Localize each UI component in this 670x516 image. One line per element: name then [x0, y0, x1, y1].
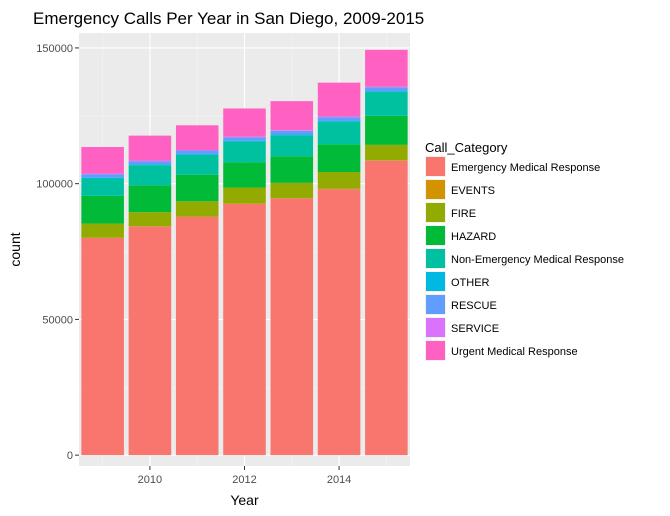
- legend-key: [426, 272, 445, 291]
- bar-segment: [128, 135, 172, 161]
- bar-segment: [317, 82, 361, 117]
- legend-key: [426, 226, 445, 245]
- bar-segment: [365, 91, 408, 92]
- legend-key: [426, 203, 445, 222]
- legend-key: [426, 341, 445, 360]
- bar-segment: [175, 150, 219, 155]
- bar-segment: [128, 165, 172, 186]
- y-axis-title: count: [7, 232, 23, 266]
- legend-label: RESCUE: [451, 300, 497, 312]
- bar-segment: [81, 237, 124, 456]
- bar-segment: [128, 185, 172, 213]
- x-axis-title: Year: [230, 492, 259, 508]
- bar-segment: [270, 130, 314, 135]
- bars: [81, 49, 408, 456]
- bar-segment: [81, 177, 124, 179]
- y-tick-label: 150000: [36, 43, 73, 55]
- x-tick-label: 2010: [138, 474, 162, 486]
- bar-segment: [128, 212, 172, 227]
- legend-key: [426, 249, 445, 268]
- y-tick-label: 50000: [42, 314, 73, 326]
- bar-segment: [175, 201, 219, 217]
- legend-key: [426, 157, 445, 176]
- bar-segment: [128, 161, 172, 165]
- bar-segment: [270, 101, 314, 131]
- bar-segment: [365, 86, 408, 88]
- bar-segment: [128, 226, 172, 456]
- bar-segment: [365, 87, 408, 92]
- bar-segment: [270, 182, 314, 199]
- y-axis-ticks: 0 50000 100000 150000: [36, 43, 79, 462]
- bar-segment: [223, 108, 266, 137]
- chart-title: Emergency Calls Per Year in San Diego, 2…: [33, 9, 424, 28]
- bar-segment: [223, 137, 266, 141]
- y-tick-label: 0: [67, 450, 73, 462]
- bar-segment: [365, 91, 408, 116]
- bar-segment: [175, 125, 219, 151]
- bar-segment: [175, 216, 219, 456]
- legend-label: Non-Emergency Medical Response: [451, 254, 624, 266]
- bar-segment: [81, 223, 124, 238]
- bar-segment: [365, 115, 408, 145]
- legend-label: Urgent Medical Response: [451, 346, 578, 358]
- bar-segment: [270, 130, 314, 131]
- bar-segment: [81, 178, 124, 196]
- legend-key: [426, 180, 445, 199]
- bar-segment: [223, 162, 266, 188]
- bar-segment: [128, 164, 172, 166]
- legend-label: HAZARD: [451, 231, 496, 243]
- bar-segment: [128, 160, 172, 162]
- bar-segment: [81, 173, 124, 175]
- bar-segment: [81, 174, 124, 178]
- bar-segment: [81, 195, 124, 224]
- bar-segment: [270, 198, 314, 456]
- bar-segment: [223, 141, 266, 163]
- bar-segment: [223, 203, 266, 456]
- bar-segment: [365, 49, 408, 87]
- x-tick-label: 2012: [232, 474, 256, 486]
- legend-label: SERVICE: [451, 323, 499, 335]
- legend-key: [426, 295, 445, 314]
- bar-segment: [317, 116, 361, 118]
- bar-segment: [175, 154, 219, 175]
- bar-segment: [365, 144, 408, 161]
- bar-segment: [270, 156, 314, 183]
- bar-segment: [317, 117, 361, 121]
- legend: Call_Category Emergency Medical Response…: [425, 140, 624, 361]
- bar-segment: [223, 187, 266, 204]
- legend-label: OTHER: [451, 277, 490, 289]
- bar-segment: [270, 134, 314, 136]
- legend-key: [426, 318, 445, 337]
- y-tick-label: 100000: [36, 179, 73, 191]
- bar-segment: [223, 140, 266, 142]
- bar-segment: [223, 136, 266, 138]
- legend-label: Emergency Medical Response: [451, 162, 600, 174]
- bar-segment: [317, 120, 361, 122]
- legend-title: Call_Category: [425, 140, 508, 155]
- legend-label: FIRE: [451, 208, 476, 220]
- bar-segment: [270, 135, 314, 157]
- bar-segment: [317, 121, 361, 145]
- bar-segment: [175, 174, 219, 202]
- bar-segment: [175, 150, 219, 151]
- legend-label: EVENTS: [451, 185, 495, 197]
- bar-segment: [317, 171, 361, 189]
- bar-segment: [317, 144, 361, 172]
- bar-segment: [175, 154, 219, 155]
- bar-segment: [317, 189, 361, 456]
- bar-segment: [81, 147, 124, 174]
- x-tick-label: 2014: [327, 474, 351, 486]
- x-axis-ticks: 2010 2012 2014: [138, 466, 351, 486]
- bar-segment: [365, 160, 408, 456]
